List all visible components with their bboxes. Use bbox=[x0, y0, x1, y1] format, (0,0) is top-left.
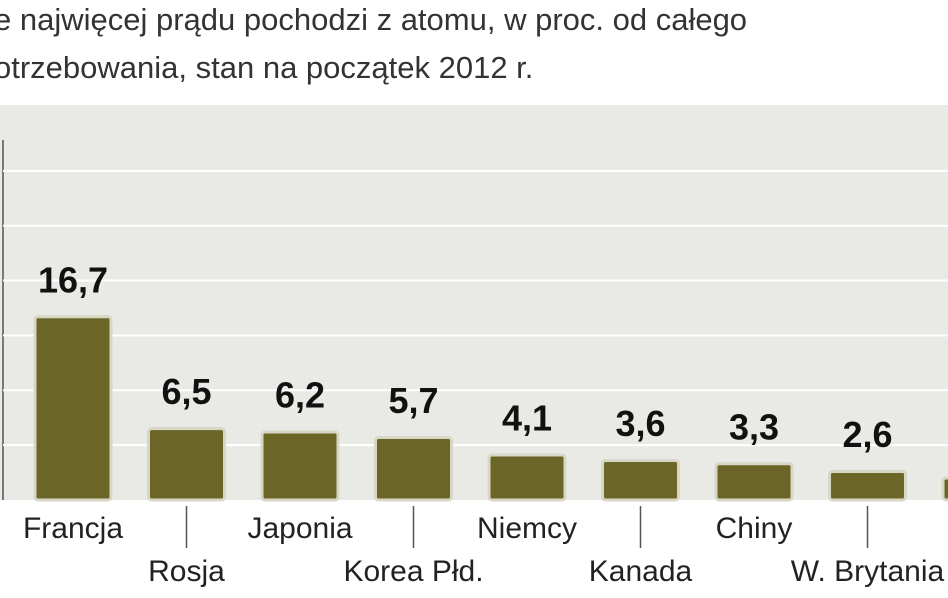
value-label: 6,5 bbox=[161, 371, 211, 412]
chart-title: otrzebowania, stan na początek 2012 r. bbox=[0, 50, 533, 85]
x-tick-label: Chiny bbox=[716, 512, 793, 545]
bar bbox=[601, 459, 680, 502]
bar bbox=[374, 435, 453, 502]
x-tick-label: Korea Płd. bbox=[343, 555, 483, 588]
value-label: 3,3 bbox=[729, 406, 779, 447]
x-tick-label: Japonia bbox=[247, 512, 352, 545]
value-label: 2,6 bbox=[842, 414, 892, 455]
x-tick-label: Niemcy bbox=[477, 512, 577, 545]
plot-background bbox=[0, 105, 948, 500]
bar bbox=[33, 315, 113, 502]
x-tick-label: W. Brytania bbox=[791, 555, 945, 588]
x-tick-label: Francja bbox=[23, 512, 123, 545]
bar bbox=[487, 453, 567, 502]
bar bbox=[941, 476, 948, 502]
bar bbox=[147, 427, 226, 502]
chart-title: e najwięcej prądu pochodzi z atomu, w pr… bbox=[0, 2, 747, 37]
value-label: 6,2 bbox=[275, 374, 325, 415]
value-label: 16,7 bbox=[38, 259, 108, 300]
bar bbox=[714, 462, 794, 502]
bar bbox=[828, 469, 907, 502]
value-label: 4,1 bbox=[502, 398, 552, 439]
value-label: 5,7 bbox=[388, 380, 438, 421]
x-tick-label: Kanada bbox=[589, 555, 693, 588]
x-tick-label: Rosja bbox=[148, 555, 225, 588]
bar bbox=[260, 430, 340, 502]
value-label: 3,6 bbox=[615, 403, 665, 444]
